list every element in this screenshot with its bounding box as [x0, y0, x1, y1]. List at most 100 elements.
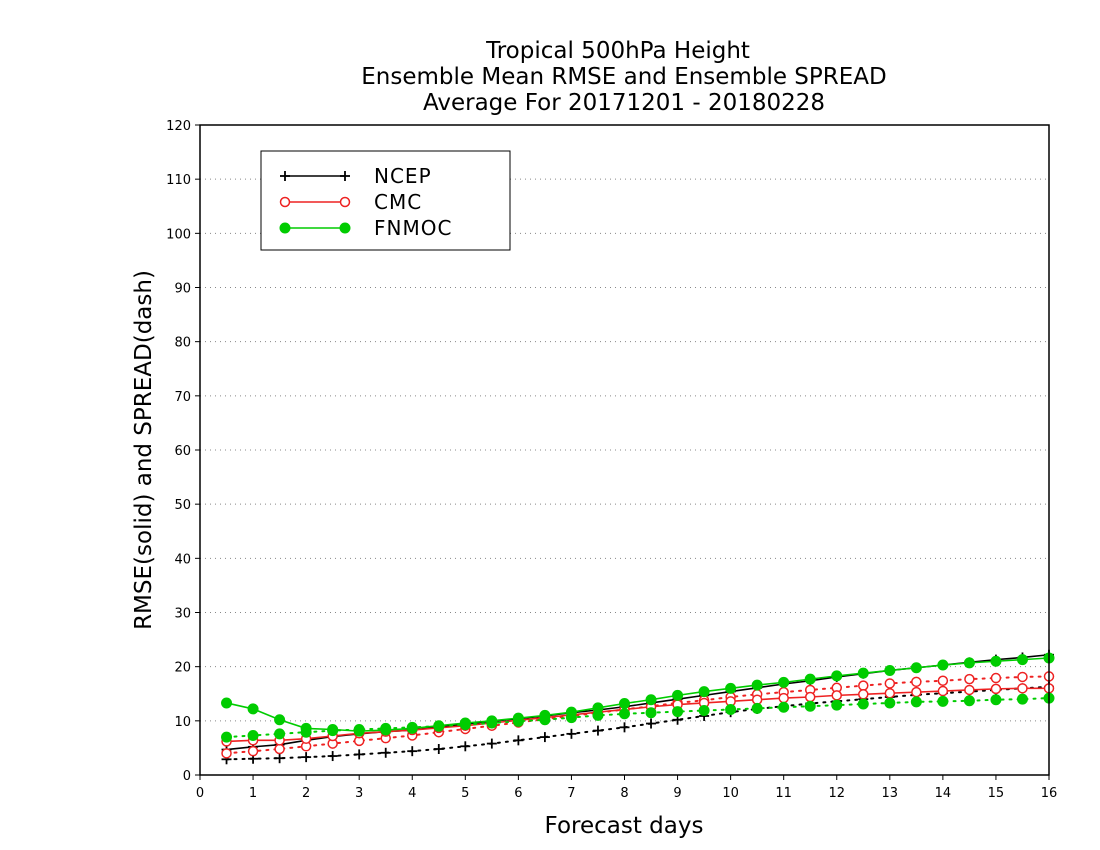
ncep-spread-line — [225, 685, 1050, 761]
fnmoc-rmse-point — [433, 720, 445, 732]
ncep-spread-point — [513, 735, 524, 746]
fnmoc-rmse-point — [247, 703, 259, 715]
cmc-rmse-point — [858, 689, 869, 700]
fnmoc-rmse-point — [1016, 654, 1028, 666]
legend-marker-left-fnmoc — [279, 222, 291, 234]
ncep-spread-point — [460, 741, 471, 752]
series-fnmoc — [221, 652, 1055, 743]
cmc-spread-point — [937, 675, 949, 686]
ncep-spread-point — [592, 725, 603, 736]
fnmoc-spread-point — [672, 706, 684, 718]
fnmoc-rmse-line — [226, 657, 1050, 732]
fnmoc-rmse-point — [990, 655, 1002, 667]
fnmoc-spread-point — [937, 695, 949, 707]
cmc-spread-line — [225, 675, 1050, 755]
x-tick-label-2: 2 — [302, 786, 310, 801]
fnmoc-rmse-point — [698, 686, 710, 698]
fnmoc-spread-point — [884, 697, 896, 709]
fnmoc-rmse-point — [672, 689, 684, 701]
fnmoc-rmse-point — [645, 694, 657, 706]
cmc-rmse-point — [778, 692, 789, 704]
title-line-1: Tropical 500hPa Height — [485, 38, 750, 64]
cmc-spread-point — [964, 673, 975, 685]
ncep-spread-point — [486, 738, 497, 749]
fnmoc-rmse-point — [274, 714, 286, 726]
x-tick-label-12: 12 — [828, 786, 845, 801]
cmc-rmse-point — [937, 685, 949, 697]
fnmoc-rmse-point — [221, 697, 233, 709]
fnmoc-rmse-point — [831, 670, 843, 682]
fnmoc-rmse-point — [512, 712, 524, 724]
y-tick-label-110: 110 — [166, 173, 191, 188]
legend-label-cmc: CMC — [374, 190, 422, 214]
y-tick-label-60: 60 — [174, 444, 191, 459]
y-tick-label-20: 20 — [174, 661, 191, 676]
fnmoc-rmse-point — [459, 717, 471, 729]
cmc-spread-point — [858, 680, 869, 691]
cmc-spread-point — [1017, 671, 1028, 683]
legend-label-ncep: NCEP — [374, 164, 432, 188]
cmc-spread-point — [274, 743, 285, 755]
x-tick-label-8: 8 — [620, 786, 628, 801]
y-tick-label-90: 90 — [174, 282, 191, 297]
fnmoc-rmse-point — [565, 706, 577, 718]
fnmoc-spread-point — [725, 703, 737, 715]
fnmoc-rmse-point — [910, 662, 922, 674]
ncep-spread-point — [380, 747, 391, 758]
fnmoc-spread-point — [857, 698, 869, 710]
fnmoc-rmse-point — [619, 698, 630, 709]
ncep-spread-point — [354, 749, 365, 760]
cmc-spread-point — [221, 748, 232, 759]
fnmoc-rmse-point — [539, 709, 551, 721]
fnmoc-rmse-point — [380, 724, 392, 736]
title-line-2: Ensemble Mean RMSE and Ensemble SPREAD — [361, 64, 886, 90]
fnmoc-rmse-point — [353, 725, 365, 737]
x-tick-label-14: 14 — [935, 786, 952, 801]
title-line-3: Average For 20171201 - 20180228 — [423, 90, 825, 116]
fnmoc-rmse-point — [884, 664, 896, 676]
ncep-spread-point — [433, 744, 444, 754]
cmc-rmse-line — [226, 687, 1049, 743]
cmc-rmse-point — [751, 694, 763, 705]
series-cmc — [221, 671, 1055, 759]
ncep-spread-point — [301, 752, 312, 763]
fnmoc-spread-point — [910, 696, 922, 708]
fnmoc-rmse-point — [937, 659, 949, 671]
cmc-rmse-point — [1017, 683, 1028, 694]
x-tick-label-0: 0 — [196, 786, 204, 801]
legend-marker-right-fnmoc — [339, 222, 351, 234]
y-tick-label-100: 100 — [166, 227, 191, 242]
y-tick-label-120: 120 — [166, 119, 191, 134]
fnmoc-spread-point — [751, 702, 763, 714]
cmc-rmse-point — [884, 687, 896, 699]
fnmoc-spread-point — [645, 707, 657, 719]
fnmoc-rmse-point — [804, 673, 816, 685]
y-tick-label-80: 80 — [174, 336, 191, 351]
fnmoc-spread-point — [698, 705, 710, 717]
fnmoc-spread-point — [778, 701, 790, 713]
ncep-spread-point — [274, 753, 285, 764]
legend-label-fnmoc: FNMOC — [374, 216, 452, 240]
fnmoc-rmse-point — [300, 722, 312, 734]
ncep-spread-point — [539, 732, 550, 743]
fnmoc-spread-point — [221, 731, 233, 743]
y-axis-label: RMSE(solid) and SPREAD(dash) — [131, 270, 157, 630]
x-axis-label: Forecast days — [545, 813, 704, 839]
x-tick-label-3: 3 — [355, 786, 363, 801]
x-tick-label-1: 1 — [249, 786, 257, 801]
fnmoc-spread-point — [247, 729, 259, 741]
fnmoc-spread-point — [804, 700, 816, 712]
cmc-rmse-point — [964, 684, 975, 696]
y-tick-label-50: 50 — [174, 498, 191, 513]
x-tick-label-11: 11 — [775, 786, 792, 801]
y-tick-label-0: 0 — [183, 769, 191, 784]
ncep-spread-point — [566, 728, 577, 739]
ncep-spread-point — [327, 751, 338, 762]
legend-marker-left-ncep — [280, 171, 290, 181]
fnmoc-spread-point — [990, 694, 1002, 706]
legend-marker-right-cmc — [339, 196, 351, 208]
